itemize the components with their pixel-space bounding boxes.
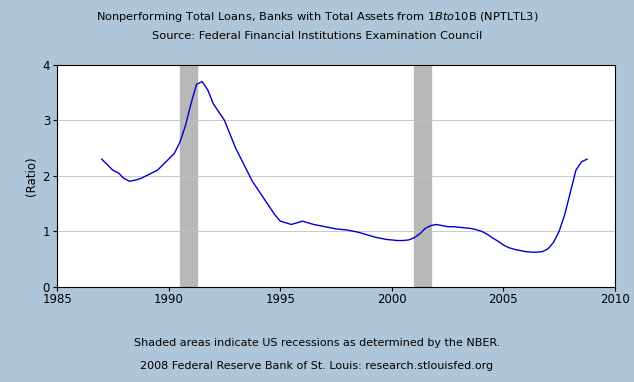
Text: Source: Federal Financial Institutions Examination Council: Source: Federal Financial Institutions E…: [152, 31, 482, 41]
Bar: [414, 65, 431, 286]
Text: Shaded areas indicate US recessions as determined by the NBER.: Shaded areas indicate US recessions as d…: [134, 338, 500, 348]
Y-axis label: (Ratio): (Ratio): [25, 156, 39, 196]
Text: Nonperforming Total Loans, Banks with Total Assets from $1B to $10B (NPTLTL3): Nonperforming Total Loans, Banks with To…: [96, 10, 538, 24]
Bar: [180, 65, 197, 286]
Text: 2008 Federal Reserve Bank of St. Louis: research.stlouisfed.org: 2008 Federal Reserve Bank of St. Louis: …: [141, 361, 493, 371]
